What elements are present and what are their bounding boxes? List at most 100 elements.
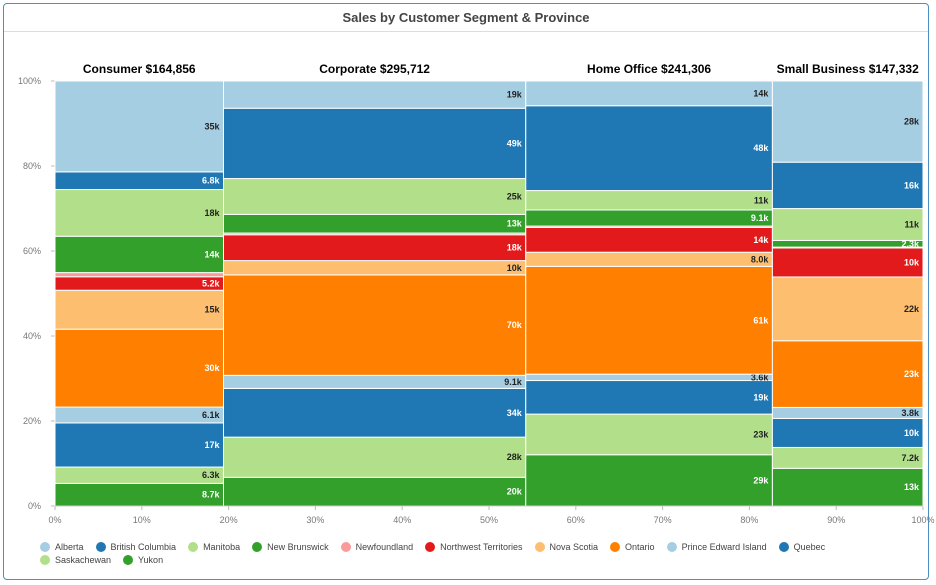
cell-home-office-british-columbia	[525, 105, 773, 192]
legend-item-northwest-territories[interactable]: Northwest Territories	[425, 541, 523, 553]
x-tick-label: 10%	[133, 515, 151, 525]
cell-corporate-nova-scotia	[223, 260, 527, 276]
data-label: 13k	[507, 219, 523, 229]
segment-label: Home Office $241,306	[587, 62, 711, 76]
legend-label: Saskachewan	[55, 555, 112, 565]
cell-small-business-quebec	[771, 417, 924, 448]
data-label: 10k	[904, 257, 920, 267]
cell-corporate-british-columbia	[223, 107, 527, 180]
cell-corporate-ontario	[223, 274, 527, 376]
cell-small-business-british-columbia	[771, 161, 924, 210]
x-tick-label: 90%	[827, 515, 845, 525]
x-tick-label: 0%	[48, 515, 61, 525]
legend-swatch	[340, 542, 351, 552]
data-label: 2.3k	[901, 239, 920, 249]
legend-swatch	[95, 542, 106, 552]
data-label: 25k	[507, 191, 523, 201]
legend-label: Quebec	[793, 542, 826, 552]
x-tick-label: 100%	[911, 515, 934, 525]
x-tick-label: 70%	[654, 515, 672, 525]
x-tick-label: 60%	[567, 515, 585, 525]
x-tick-label: 40%	[393, 515, 411, 525]
cell-small-business-saskachewan	[771, 446, 924, 469]
data-label: 70k	[507, 320, 523, 330]
cell-small-business-alberta	[771, 80, 924, 163]
legend-item-quebec[interactable]: Quebec	[778, 541, 826, 553]
cell-home-office-ontario	[525, 265, 773, 375]
cell-small-business-yukon	[771, 467, 924, 507]
cell-small-business-prince-edward-island	[771, 406, 924, 419]
legend-swatch	[425, 542, 436, 552]
cell-consumer-british-columbia	[54, 171, 225, 191]
legend-item-nova-scotia[interactable]: Nova Scotia	[534, 541, 599, 553]
segment-label: Consumer $164,856	[83, 62, 196, 76]
data-label: 15k	[204, 305, 220, 315]
legend-item-prince-edward-island[interactable]: Prince Edward Island	[666, 541, 767, 553]
legend-label: Manitoba	[203, 542, 241, 552]
cell-home-office-alberta	[525, 80, 773, 107]
legend-label: Yukon	[138, 555, 164, 565]
legend-label: Prince Edward Island	[681, 542, 767, 552]
data-label: 9.1k	[751, 213, 770, 223]
cell-small-business-northwest-territories	[771, 247, 924, 278]
y-tick-label: 100%	[18, 76, 41, 86]
cell-corporate-manitoba	[223, 178, 527, 215]
cell-home-office-prince-edward-island	[525, 373, 773, 382]
cell-consumer-alberta	[54, 80, 225, 173]
cell-home-office-manitoba	[525, 190, 773, 211]
data-label: 6.3k	[202, 470, 221, 480]
legend-swatch	[534, 542, 545, 552]
data-label: 3.8k	[901, 408, 920, 418]
legend-swatch	[778, 542, 789, 552]
legend-item-ontario[interactable]: Ontario	[610, 541, 655, 553]
legend-swatch	[40, 555, 50, 565]
data-label: 11k	[904, 220, 920, 230]
cell-small-business-nova-scotia	[771, 276, 924, 342]
data-label: 18k	[204, 208, 220, 218]
data-label: 29k	[753, 475, 769, 485]
legend-label: British Columbia	[110, 542, 177, 552]
legend-item-yukon[interactable]: Yukon	[123, 554, 163, 566]
legend-item-manitoba[interactable]: Manitoba	[188, 541, 240, 553]
data-label: 17k	[204, 440, 220, 450]
cell-small-business-manitoba	[771, 208, 924, 241]
legend-swatch	[188, 542, 199, 552]
cell-consumer-saskachewan	[54, 466, 225, 484]
data-label: 3.6k	[751, 372, 770, 382]
data-label: 8.7k	[202, 490, 221, 500]
cell-home-office-saskachewan	[525, 413, 773, 456]
legend-item-newfoundland[interactable]: Newfoundland	[340, 541, 413, 553]
cell-home-office-quebec	[525, 380, 773, 415]
data-label: 16k	[904, 180, 920, 190]
data-label: 19k	[753, 392, 769, 402]
y-tick-label: 20%	[23, 416, 41, 426]
legend: Alberta British Columbia Manitoba New Bruns…	[40, 541, 920, 567]
x-tick-label: 30%	[306, 515, 324, 525]
cell-corporate-yukon	[223, 476, 527, 507]
cell-home-office-northwest-territories	[525, 226, 773, 253]
legend-swatch	[610, 542, 621, 552]
legend-label: Nova Scotia	[549, 542, 599, 552]
data-label: 10k	[904, 428, 920, 438]
cell-consumer-newfoundland	[54, 272, 225, 278]
x-tick-label: 20%	[220, 515, 238, 525]
legend-item-alberta[interactable]: Alberta	[40, 541, 84, 553]
data-label: 14k	[753, 235, 769, 245]
cell-consumer-manitoba	[54, 189, 225, 237]
legend-label: Alberta	[55, 542, 84, 552]
legend-item-british-columbia[interactable]: British Columbia	[95, 541, 177, 553]
y-tick-label: 0%	[28, 501, 41, 511]
legend-item-new-brunswick[interactable]: New Brunswick	[252, 541, 329, 553]
data-label: 28k	[904, 117, 920, 127]
data-label: 18k	[507, 243, 523, 253]
legend-item-saskachewan[interactable]: Saskachewan	[40, 554, 111, 566]
y-tick-label: 60%	[23, 246, 41, 256]
data-label: 49k	[507, 138, 523, 148]
legend-label: Ontario	[625, 542, 655, 552]
cell-corporate-saskachewan	[223, 436, 527, 478]
cell-corporate-alberta	[223, 80, 527, 109]
data-label: 20k	[507, 487, 523, 497]
y-tick-label: 80%	[23, 161, 41, 171]
data-label: 30k	[204, 363, 220, 373]
